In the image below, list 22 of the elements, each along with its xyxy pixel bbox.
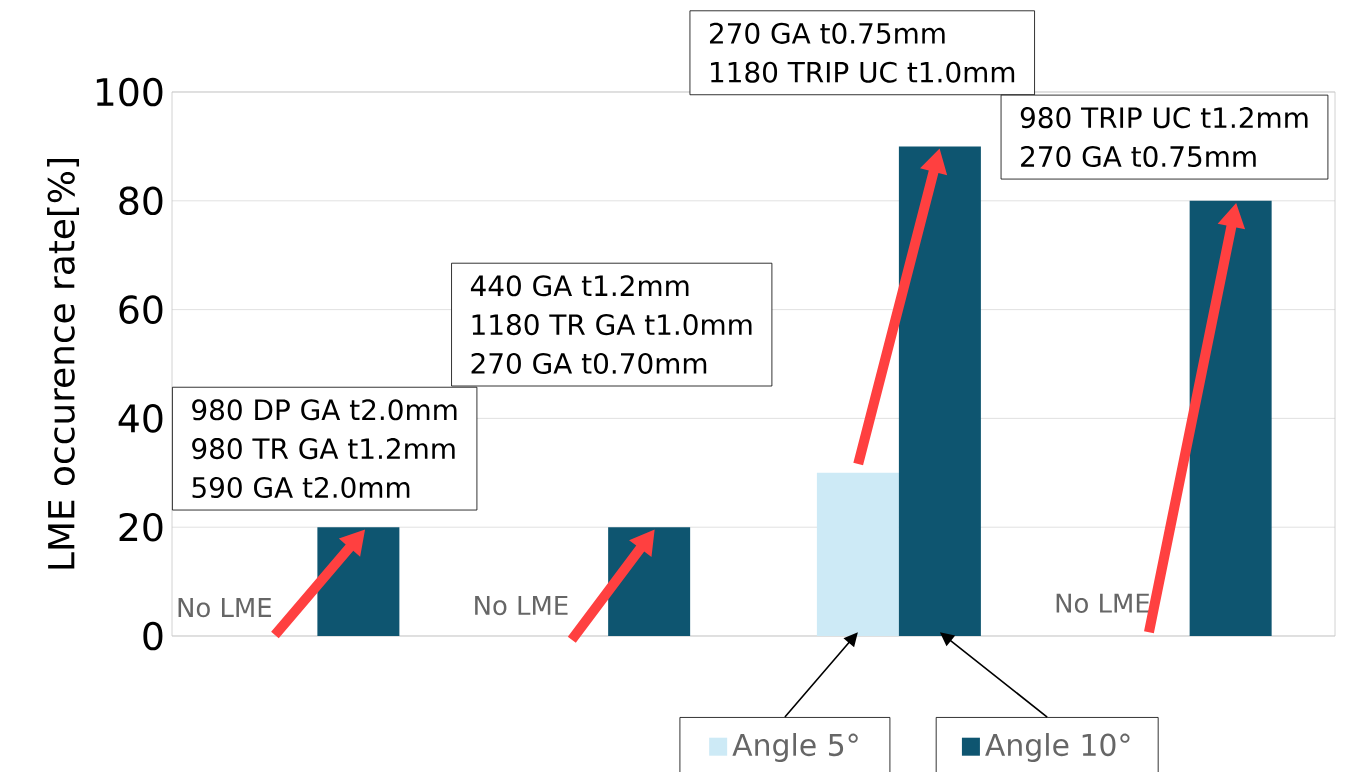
y-axis-title: LME occurence rate[%] xyxy=(47,159,80,569)
y-tick-label: 60 xyxy=(119,295,163,324)
annotation: No LME xyxy=(1056,593,1150,613)
y-tick-label: 20 xyxy=(119,512,163,542)
annotation: 1180 TR GA t1.0mm xyxy=(472,314,752,336)
annotation: 590 GA t2.0mm xyxy=(192,476,410,499)
legend-label: Angle 5° xyxy=(732,733,858,762)
text: 1180 TRIP UC t1.0mm xyxy=(711,61,1015,83)
text: 270 GA t0.75mm xyxy=(709,22,945,44)
annotation: 980 DP GA t2.0mm xyxy=(192,399,457,421)
y-tick-label: 0 xyxy=(143,621,163,651)
annotation: 980 TRIP UC t1.2mm xyxy=(1020,107,1308,129)
y-tick-label: 100 xyxy=(96,77,163,107)
y-tick-label: 80 xyxy=(119,186,163,216)
annotation: 270 GA t0.75mm xyxy=(1021,145,1256,168)
annotation: No LME xyxy=(178,598,271,618)
annotation: 980 TR GA t1.2mm xyxy=(192,438,455,460)
annotation: No LME xyxy=(475,595,568,616)
y-tick-label: 40 xyxy=(118,404,163,433)
annotation: 440 GA t1.2mm xyxy=(470,275,689,297)
legend-label: Angle 10° xyxy=(985,733,1130,762)
annotation: 270 GA t0.70mm xyxy=(471,352,707,375)
